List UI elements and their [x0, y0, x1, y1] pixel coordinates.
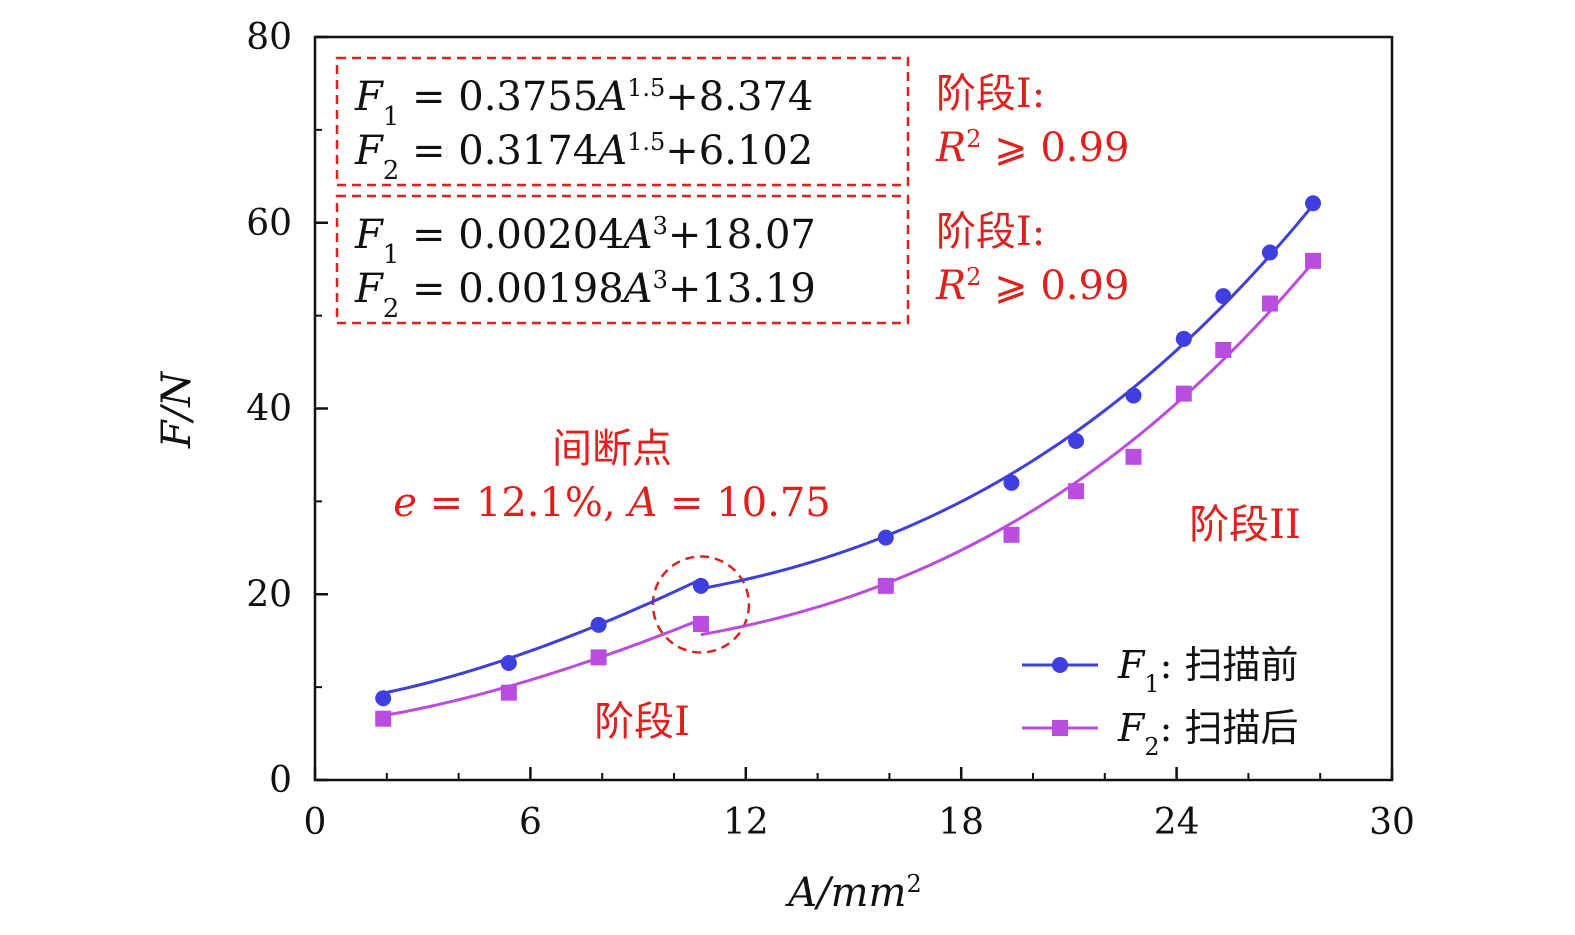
y-axis-label: F/N — [154, 370, 200, 449]
x-tick-label: 6 — [519, 802, 542, 843]
box1-equation-1: F1 = 0.3755A1.5+8.374 — [354, 74, 813, 132]
y-tick-label: 40 — [246, 389, 292, 430]
fit-curve-f2-stage1 — [382, 618, 702, 718]
y-tick-label: 80 — [246, 17, 292, 58]
major-ticks — [313, 35, 1394, 782]
x-tick-label: 0 — [304, 802, 327, 843]
data-point-f2 — [500, 684, 517, 701]
fit-curve-f2-stage2 — [700, 261, 1315, 637]
box2-equation-1: F1 = 0.00204A3+18.07 — [354, 212, 816, 270]
data-point-f2 — [1175, 385, 1192, 402]
data-point-f2 — [1003, 526, 1020, 543]
x-tick-label: 30 — [1369, 802, 1415, 843]
breakpoint-detail: e = 12.1%, A = 10.75 — [393, 480, 830, 526]
x-tick-label: 24 — [1154, 802, 1200, 843]
data-point-f2 — [877, 577, 894, 594]
data-point-f1 — [1215, 288, 1232, 305]
box2-r2: R2 ⩾ 0.99 — [935, 263, 1129, 309]
minor-ticks — [315, 128, 1322, 780]
data-point-f1 — [375, 690, 392, 707]
breakpoint-title: 间断点 — [552, 426, 672, 472]
box2-stage-label: 阶段I: — [936, 209, 1045, 255]
series-f2 — [375, 252, 1322, 727]
x-tick-label: 18 — [938, 802, 984, 843]
box1-r2: R2 ⩾ 0.99 — [935, 125, 1129, 171]
y-tick-label: 60 — [246, 203, 292, 244]
data-point-f2 — [1125, 448, 1142, 465]
data-point-f2 — [1305, 252, 1322, 269]
y-tick-label: 20 — [246, 574, 292, 615]
data-point-f2 — [1068, 483, 1085, 500]
data-point-f1 — [1261, 244, 1278, 261]
data-point-f1 — [1003, 474, 1020, 491]
stage2-label: 阶段II — [1189, 502, 1301, 548]
legend-marker-f2 — [1052, 720, 1068, 736]
data-point-f1 — [692, 577, 709, 594]
data-point-f1 — [500, 654, 517, 671]
legend-label-f2: F2: 扫描后 — [1117, 706, 1299, 761]
breakpoint-circle — [651, 555, 751, 654]
data-point-f2 — [692, 615, 709, 632]
data-point-f1 — [877, 529, 894, 546]
legend-label-f1: F1: 扫描前 — [1117, 643, 1299, 698]
legend: F1: 扫描前 F2: 扫描后 — [1022, 643, 1299, 761]
box2-equation-2: F2 = 0.00198A3+13.19 — [354, 266, 816, 324]
tick-labels: 0 6 12 18 24 30 0 20 40 60 80 — [246, 17, 1415, 843]
x-axis-label: A/mm2 — [784, 870, 922, 916]
data-point-f2 — [590, 649, 607, 666]
x-tick-label: 12 — [723, 802, 769, 843]
data-point-f1 — [590, 616, 607, 633]
data-point-f1 — [1068, 433, 1085, 450]
data-point-f1 — [1305, 195, 1322, 212]
data-point-f1 — [1175, 330, 1192, 347]
equation-box-stage1 — [335, 56, 910, 187]
stage1-label: 阶段I — [594, 699, 690, 745]
legend-marker-f1 — [1052, 657, 1068, 673]
series-f1 — [375, 195, 1322, 707]
box1-stage-label: 阶段I: — [936, 71, 1045, 117]
data-point-f1 — [1125, 387, 1142, 404]
y-tick-label: 0 — [269, 760, 292, 801]
data-point-f2 — [1215, 341, 1232, 358]
fit-curve-f1-stage1 — [382, 577, 702, 695]
data-point-f2 — [1261, 295, 1278, 312]
equation-box-stage2 — [335, 194, 910, 325]
data-point-f2 — [375, 710, 392, 727]
box1-equation-2: F2 = 0.3174A1.5+6.102 — [354, 128, 813, 186]
series-layer — [375, 195, 1322, 727]
